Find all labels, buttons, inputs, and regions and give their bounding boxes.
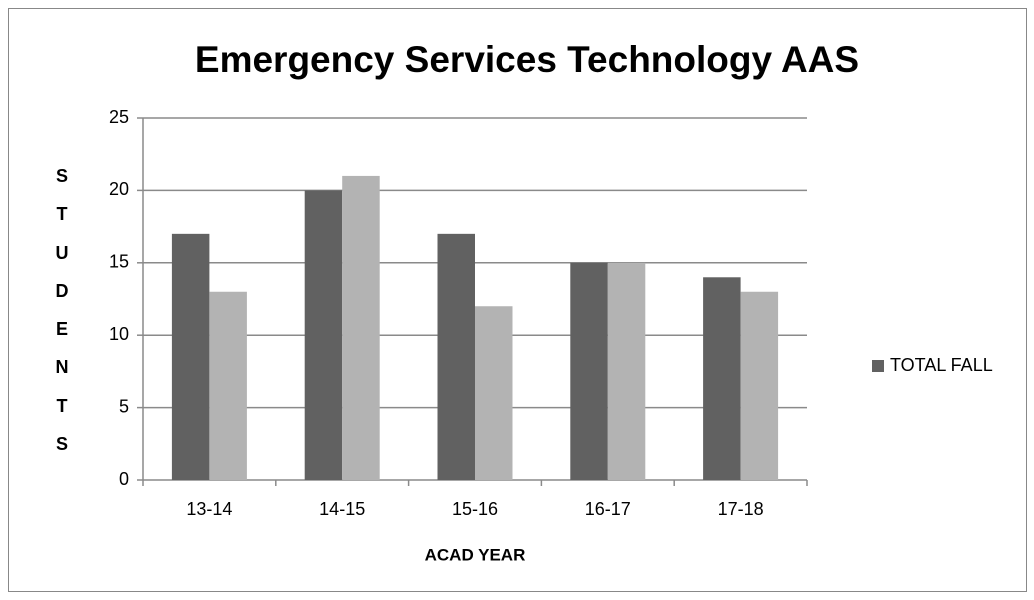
y-tick-label: 20 bbox=[109, 179, 129, 199]
bar bbox=[740, 291, 779, 480]
y-tick-label: 5 bbox=[119, 396, 129, 416]
bar bbox=[342, 175, 380, 481]
bar bbox=[475, 306, 513, 480]
y-axis-label: STUDENTS bbox=[55, 166, 69, 455]
bar bbox=[607, 262, 646, 480]
y-tick-label: 25 bbox=[109, 107, 129, 127]
bar bbox=[209, 291, 247, 480]
y-tick-label: 0 bbox=[119, 469, 129, 489]
bar bbox=[703, 277, 741, 480]
x-tick-label: 14-15 bbox=[319, 499, 365, 519]
legend-label: TOTAL FALL bbox=[890, 355, 993, 375]
x-tick-label: 13-14 bbox=[186, 499, 232, 519]
chart-border bbox=[8, 8, 1027, 592]
x-tick-label: 16-17 bbox=[585, 499, 631, 519]
x-axis-label: ACAD YEAR bbox=[425, 545, 526, 564]
bar bbox=[171, 233, 210, 480]
bar bbox=[570, 262, 608, 480]
bar bbox=[304, 190, 343, 480]
x-tick-label: 15-16 bbox=[452, 499, 498, 519]
chart-title: Emergency Services Technology AAS bbox=[195, 39, 859, 80]
y-tick-label: 10 bbox=[109, 324, 129, 344]
y-tick-label: 15 bbox=[109, 252, 129, 272]
bar bbox=[437, 233, 475, 480]
legend-swatch bbox=[872, 360, 884, 372]
x-tick-label: 17-18 bbox=[718, 499, 764, 519]
